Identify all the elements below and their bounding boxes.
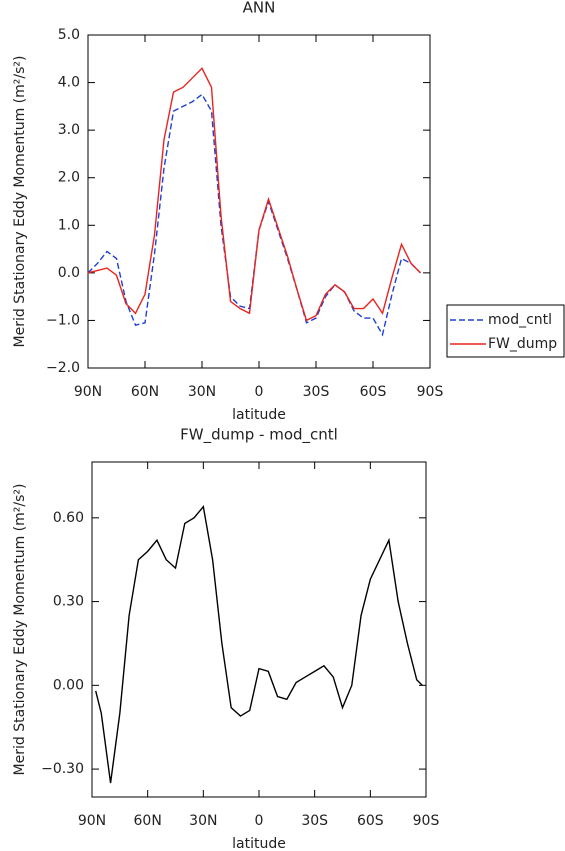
x-tick-label: 90N bbox=[78, 813, 106, 829]
y-tick-label: 4.0 bbox=[58, 75, 80, 91]
data-line bbox=[87, 93, 421, 337]
legend-label: FW_dump bbox=[488, 336, 557, 352]
y-tick-label: 0.60 bbox=[53, 510, 84, 526]
y-tick-label: 2.0 bbox=[58, 170, 80, 186]
data-line bbox=[87, 67, 421, 322]
x-tick-label: 30N bbox=[188, 384, 216, 400]
y-tick-label: 0.0 bbox=[58, 265, 80, 281]
legend-box bbox=[446, 304, 565, 358]
x-tick-label: 0 bbox=[255, 813, 264, 829]
chart-title: FW_dump - mod_cntl bbox=[180, 426, 338, 445]
x-tick-label: 60N bbox=[131, 384, 159, 400]
y-tick-label: 3.0 bbox=[58, 122, 80, 138]
x-tick-label: 60N bbox=[134, 813, 162, 829]
x-axis-label: latitude bbox=[232, 836, 286, 851]
x-tick-label: 90S bbox=[413, 813, 440, 829]
plot-frame bbox=[87, 34, 431, 369]
x-tick-label: 60S bbox=[357, 813, 384, 829]
x-tick-label: 0 bbox=[255, 384, 264, 400]
y-tick-label: −2.0 bbox=[46, 360, 80, 376]
y-tick-label: 0.30 bbox=[53, 594, 84, 610]
x-tick-label: 30S bbox=[301, 813, 328, 829]
x-axis-label: latitude bbox=[232, 407, 286, 423]
chart-title: ANN bbox=[243, 0, 276, 17]
x-tick-label: 30N bbox=[189, 813, 217, 829]
plot-frame bbox=[91, 461, 427, 798]
y-axis-label: Merid Stationary Eddy Momentum (m²/s²) bbox=[12, 56, 28, 348]
y-tick-label: 0.00 bbox=[53, 677, 84, 693]
x-tick-label: 30S bbox=[303, 384, 330, 400]
data-line bbox=[95, 505, 423, 784]
legend-label: mod_cntl bbox=[488, 312, 552, 328]
x-tick-label: 90S bbox=[417, 384, 444, 400]
y-tick-label: 5.0 bbox=[58, 27, 80, 43]
x-tick-label: 60S bbox=[360, 384, 387, 400]
y-tick-label: 1.0 bbox=[58, 217, 80, 233]
y-tick-label: −1.0 bbox=[46, 312, 80, 328]
y-tick-label: −0.30 bbox=[41, 761, 84, 777]
y-axis-label: Merid Stationary Eddy Momentum (m²/s²) bbox=[12, 484, 28, 776]
x-tick-label: 90N bbox=[74, 384, 102, 400]
